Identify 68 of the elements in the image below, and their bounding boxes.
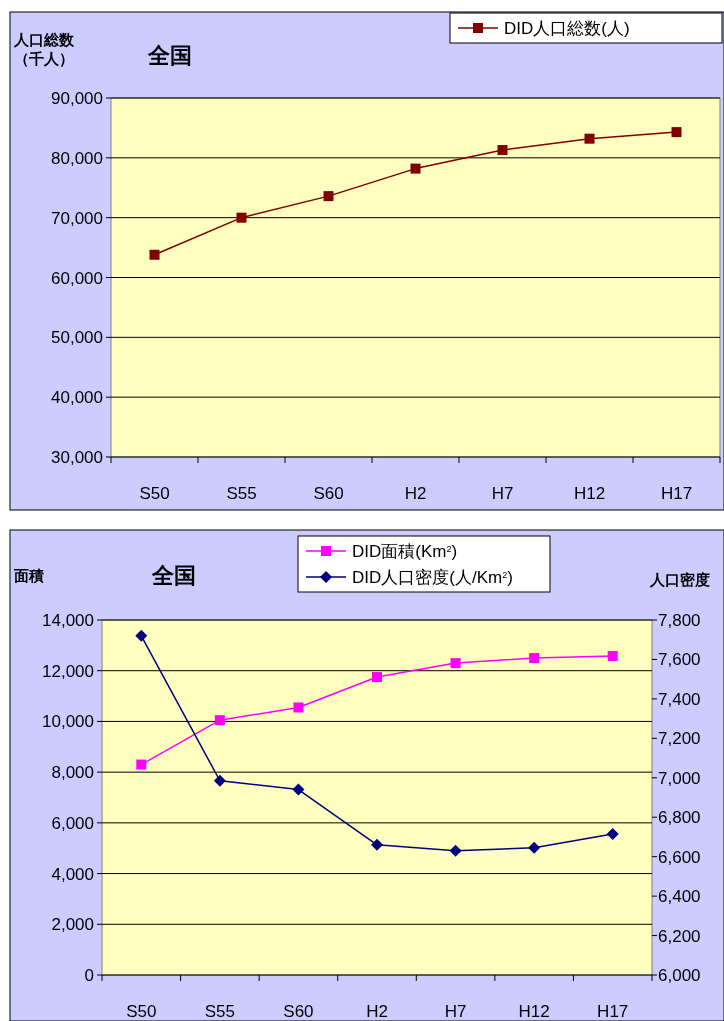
y-tick-label: 12,000	[42, 661, 94, 681]
y-axis-title: 面積	[14, 566, 45, 585]
y2-tick-label: 6,800	[658, 808, 701, 828]
x-tick-label: H7	[491, 484, 514, 503]
point	[449, 844, 462, 857]
y-tick-label: 30,000	[51, 448, 103, 467]
y-tick-label: 10,000	[42, 712, 94, 732]
x-tick-label: H2	[404, 484, 427, 503]
x-tick-label: S50	[139, 484, 170, 503]
y2-tick-label: 7,400	[658, 689, 701, 709]
y-tick-label: 80,000	[51, 148, 103, 168]
x-tick-label: H12	[518, 1002, 550, 1021]
x-tick-label: S60	[283, 1002, 314, 1021]
y-tick-label: 90,000	[51, 89, 103, 108]
y2-axis-title: 人口密度	[650, 570, 711, 589]
y2-tick-label: 6,000	[658, 966, 701, 985]
point	[528, 841, 541, 854]
y-tick-label: 60,000	[51, 268, 103, 288]
y-tick-label: 40,000	[51, 388, 103, 408]
y-tick-label: 4,000	[51, 864, 94, 884]
y-tick-label: 14,000	[42, 611, 94, 630]
x-tick-label: H2	[366, 1002, 388, 1021]
y-tick-label: 70,000	[51, 208, 103, 228]
point	[135, 629, 148, 642]
x-tick-label: H17	[597, 1002, 629, 1021]
y-tick-label: 50,000	[51, 328, 103, 348]
chart-title: 全国	[151, 563, 196, 588]
y2-tick-label: 7,000	[658, 768, 701, 788]
x-tick-label: H7	[444, 1002, 467, 1021]
point	[606, 827, 619, 840]
point	[293, 702, 304, 713]
y-axis-title: 人口総数（千人）	[14, 30, 75, 68]
point	[671, 127, 682, 138]
y-tick-label: 8,000	[51, 763, 94, 783]
point	[584, 133, 595, 144]
y-tick-label: 6,000	[51, 813, 94, 833]
point	[529, 653, 540, 664]
x-tick-label: H12	[573, 484, 606, 503]
y2-tick-label: 6,200	[658, 926, 701, 946]
point	[214, 715, 225, 726]
y2-tick-label: 6,400	[658, 887, 701, 907]
point	[136, 759, 147, 770]
point	[292, 783, 305, 796]
point	[323, 191, 334, 202]
y-tick-label: 0	[84, 966, 94, 985]
y2-tick-label: 7,800	[658, 611, 701, 630]
x-tick-label: H17	[660, 484, 693, 503]
legend-label: DID人口総数(人)	[504, 19, 630, 38]
point	[213, 774, 226, 787]
point	[149, 249, 160, 260]
point	[497, 145, 508, 156]
point	[450, 658, 461, 669]
x-tick-label: S55	[204, 1002, 235, 1021]
y2-tick-label: 7,200	[658, 729, 701, 749]
x-tick-label: S50	[126, 1002, 157, 1021]
x-tick-label: S55	[226, 484, 257, 503]
y2-tick-label: 6,600	[658, 847, 701, 867]
y2-tick-label: 7,600	[658, 650, 701, 670]
point	[607, 651, 618, 662]
y-tick-label: 2,000	[51, 915, 94, 935]
point	[236, 212, 247, 223]
x-tick-label: S60	[313, 484, 344, 503]
legend-label: DID人口密度(人/Km$^{2}$)	[352, 568, 513, 587]
point	[372, 672, 382, 683]
point	[371, 838, 383, 851]
point	[410, 163, 421, 174]
chart-title: 全国	[147, 43, 192, 68]
legend-label: DID面積(Km$^{2}$)	[352, 542, 458, 561]
